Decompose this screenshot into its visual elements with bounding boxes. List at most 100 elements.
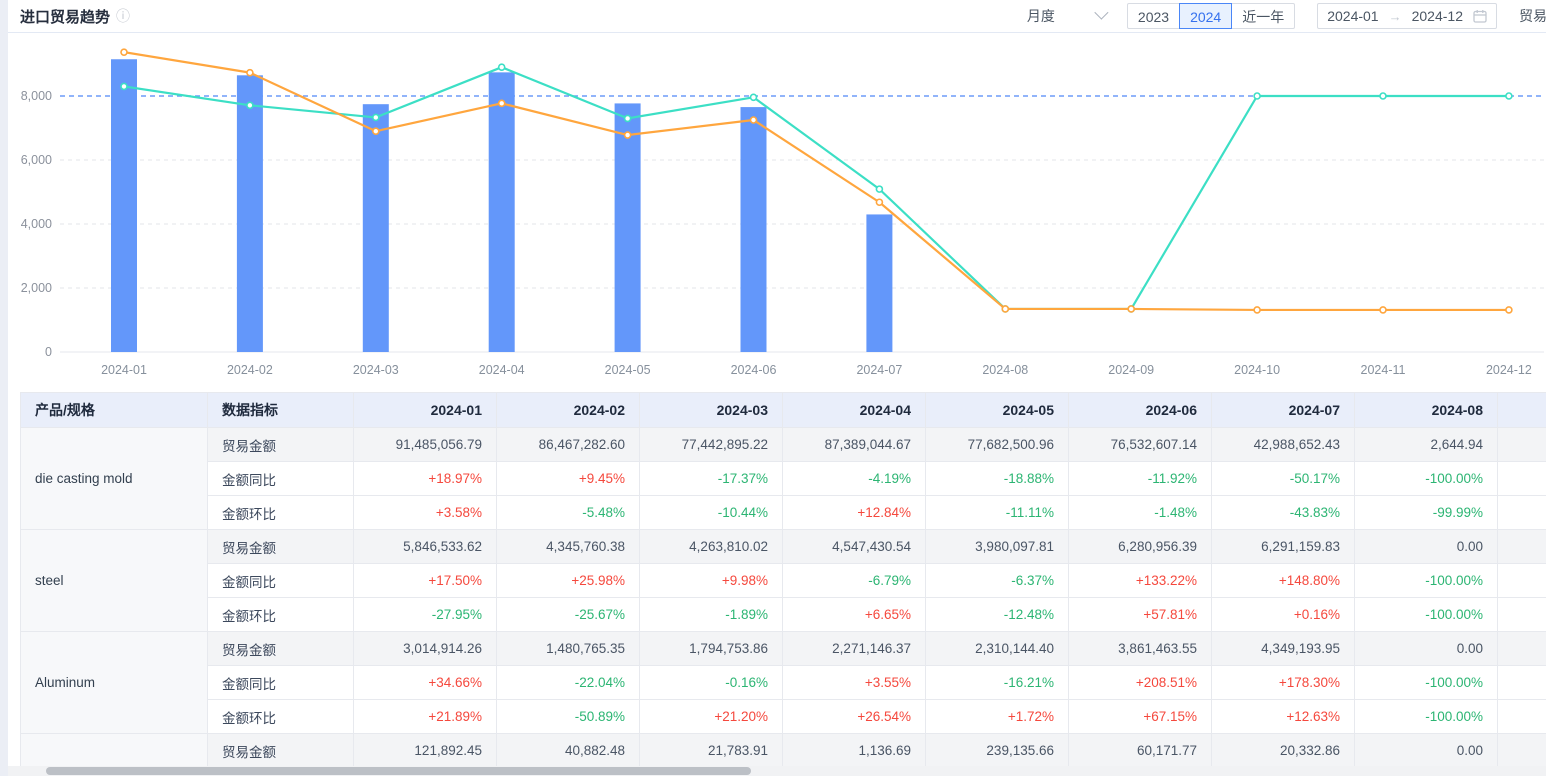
value-cell: -100.00% — [1354, 563, 1498, 598]
col-header-filler — [1497, 392, 1546, 428]
value-cell: 5,846,533.62 — [353, 529, 497, 564]
info-icon[interactable]: ⓘ — [116, 8, 131, 24]
value-cell: +17.50% — [353, 563, 497, 598]
value-cell: -6.37% — [925, 563, 1069, 598]
teal-line — [120, 63, 1513, 313]
value-cell: +34.66% — [353, 665, 497, 700]
orange-line-marker — [246, 68, 254, 77]
table-row: steel 贸易金额 5,846,533.62 4,345,760.38 4,263,8… — [20, 529, 1546, 632]
year-tab-2024[interactable]: 2024 — [1179, 3, 1233, 29]
trade-type-control-clipped[interactable]: 贸易 — [1519, 8, 1546, 24]
teal-line-marker — [246, 101, 254, 110]
trend-chart[interactable]: 0 2,000 4,000 6,000 8,000 2024-01 2024-02 2024-… — [8, 33, 1546, 381]
x-axis-tick-label: 2024-04 — [479, 363, 525, 377]
value-cell: -100.00% — [1354, 699, 1498, 734]
value-cell: 42,988,652.43 — [1211, 427, 1355, 462]
horizontal-scrollbar[interactable] — [8, 766, 1546, 776]
teal-line-marker — [497, 63, 506, 72]
orange-line-marker — [120, 48, 128, 56]
table-row: 金额同比 +18.97% +9.45% -17.37% -4.19% -18.88% -11… — [21, 461, 1546, 496]
bar — [488, 72, 515, 353]
table-row: Aluminum 贸易金额 3,014,914.26 1,480,765.35 1,79… — [20, 631, 1546, 734]
col-header-month: 2024-08 — [1354, 392, 1498, 428]
trade-data-table: 产品/规格 数据指标 2024-01 2024-02 2024-03 2024-04 202… — [20, 392, 1546, 766]
filler-cell — [1497, 631, 1546, 666]
value-cell: +0.16% — [1211, 597, 1355, 632]
metric-cell: 金额环比 — [207, 597, 354, 632]
value-cell: +67.15% — [1068, 699, 1212, 734]
metric-cell: 贸易金额 — [207, 733, 354, 766]
teal-line-marker — [749, 93, 758, 102]
value-cell: -11.92% — [1068, 461, 1212, 496]
orange-line-marker — [1001, 305, 1010, 313]
arrow-right-icon: → — [1388, 8, 1402, 24]
table-row: 金额环比 -27.95% -25.67% -1.89% +6.65% -12.48% +57… — [21, 597, 1546, 632]
year-tab-group: 2023 2024 近一年 — [1126, 3, 1296, 29]
year-tab-2023[interactable]: 2023 — [1126, 3, 1181, 29]
value-cell: 3,014,914.26 — [353, 631, 497, 666]
teal-line-marker — [1253, 92, 1261, 100]
table-row: 贸易金额 121,892.45 40,882.48 21,783.91 1,136.69… — [20, 733, 1546, 766]
y-axis-tick-label: 6,000 — [21, 153, 52, 167]
period-select[interactable]: 月度 — [1027, 5, 1109, 26]
value-cell: +12.84% — [782, 495, 926, 530]
value-cell: -4.19% — [782, 461, 926, 496]
value-cell: +6.65% — [782, 597, 926, 632]
value-cell: +3.58% — [353, 495, 497, 530]
orange-line-marker — [371, 127, 380, 135]
teal-line-marker — [1505, 92, 1513, 100]
y-axis-tick-label: 0 — [45, 345, 52, 359]
panel-header: 进口贸易趋势 ⓘ 月度 2023 2024 近一年 2024-01 → 2024-1… — [8, 0, 1546, 33]
metric-cell: 金额同比 — [207, 563, 354, 598]
metric-cell: 金额环比 — [207, 699, 354, 734]
orange-line — [120, 48, 1513, 314]
value-cell: 76,532,607.14 — [1068, 427, 1212, 462]
value-cell: -50.17% — [1211, 461, 1355, 496]
x-axis-tick-label: 2024-03 — [353, 363, 399, 377]
value-cell: 1,794,753.86 — [639, 631, 783, 666]
value-cell: +1.72% — [925, 699, 1069, 734]
year-tab-近一年[interactable]: 近一年 — [1231, 3, 1296, 29]
date-range-picker[interactable]: 2024-01 → 2024-12 — [1317, 3, 1497, 29]
value-cell: +133.22% — [1068, 563, 1212, 598]
filler-cell — [1497, 733, 1546, 766]
value-cell: -99.99% — [1354, 495, 1498, 530]
y-axis-tick-label: 2,000 — [21, 281, 52, 295]
filler-cell — [1497, 597, 1546, 632]
bar — [111, 59, 137, 352]
trade-data-table-wrap[interactable]: 产品/规格 数据指标 2024-01 2024-02 2024-03 2024-04 202… — [20, 392, 1546, 766]
table-row: 金额同比 +34.66% -22.04% -0.16% +3.55% -16.21% +20… — [21, 665, 1546, 700]
col-header-month: 2024-05 — [925, 392, 1069, 428]
metric-cell: 贸易金额 — [207, 529, 354, 564]
value-cell: +3.55% — [782, 665, 926, 700]
header-controls: 月度 2023 2024 近一年 2024-01 → 2024-12 贸易 — [1027, 0, 1546, 32]
x-axis-tick-label: 2024-10 — [1234, 363, 1280, 377]
x-axis-tick-label: 2024-02 — [227, 363, 273, 377]
bar — [236, 75, 263, 353]
teal-line-path — [123, 66, 1509, 311]
col-header-month: 2024-03 — [639, 392, 783, 428]
import-trend-card: 进口贸易趋势 ⓘ 月度 2023 2024 近一年 2024-01 → 2024-1… — [8, 0, 1546, 776]
filler-cell — [1497, 427, 1546, 462]
value-cell: 6,280,956.39 — [1068, 529, 1212, 564]
horizontal-scrollbar-thumb[interactable] — [46, 767, 751, 775]
value-cell: -16.21% — [925, 665, 1069, 700]
page-title: 进口贸易趋势 — [20, 8, 111, 26]
col-header-month: 2024-01 — [353, 392, 497, 428]
teal-line-marker — [120, 82, 128, 91]
value-cell: -18.88% — [925, 461, 1069, 496]
value-cell: 87,389,044.67 — [782, 427, 926, 462]
metric-cell: 金额同比 — [207, 665, 354, 700]
value-cell: -11.11% — [925, 495, 1069, 530]
value-cell: +18.97% — [353, 461, 497, 496]
value-cell: -12.48% — [925, 597, 1069, 632]
filler-cell — [1497, 699, 1546, 734]
y-axis-tick-label: 8,000 — [21, 89, 52, 103]
value-cell: -100.00% — [1354, 665, 1498, 700]
col-header-month: 2024-07 — [1211, 392, 1355, 428]
col-header-product: 产品/规格 — [20, 392, 208, 428]
value-cell: 91,485,056.79 — [353, 427, 497, 462]
orange-line-marker — [497, 99, 506, 108]
filler-cell — [1497, 529, 1546, 564]
value-cell: -6.79% — [782, 563, 926, 598]
